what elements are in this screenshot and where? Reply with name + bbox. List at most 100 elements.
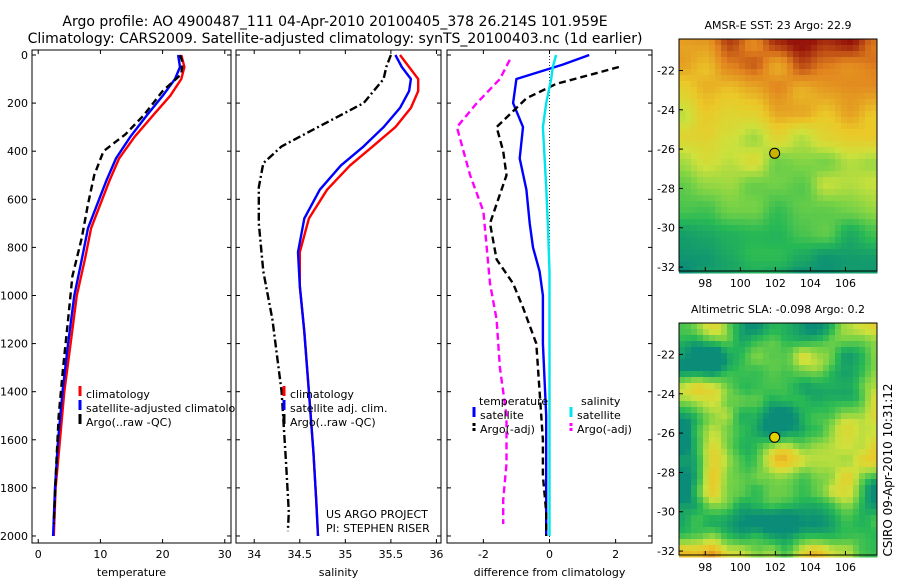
heatmap-cell <box>715 437 722 444</box>
heatmap-cell <box>757 323 764 330</box>
heatmap-cell <box>679 261 686 268</box>
heatmap-cell <box>685 243 692 250</box>
heatmap-cell <box>805 473 812 480</box>
heatmap-cell <box>721 63 728 70</box>
heatmap-cell <box>787 39 794 46</box>
heatmap-cell <box>709 171 716 178</box>
heatmap-cell <box>763 419 770 426</box>
heatmap-cell <box>691 491 698 498</box>
heatmap-cell <box>829 237 836 244</box>
heatmap-cell <box>793 117 800 124</box>
heatmap-cell <box>727 527 734 534</box>
heatmap-cell <box>799 425 806 432</box>
heatmap-cell <box>817 509 824 516</box>
heatmap-cell <box>757 533 764 540</box>
heatmap-cell <box>763 509 770 516</box>
heatmap-cell <box>679 183 686 190</box>
heatmap-cell <box>829 353 836 360</box>
heatmap-cell <box>757 117 764 124</box>
heatmap-cell <box>793 195 800 202</box>
heatmap-cell <box>709 383 716 390</box>
heatmap-cell <box>763 195 770 202</box>
heatmap-cell <box>703 323 710 330</box>
heatmap-cell <box>817 213 824 220</box>
heatmap-cell <box>685 93 692 100</box>
heatmap-cell <box>799 365 806 372</box>
heatmap-cell <box>721 455 728 462</box>
heatmap-cell <box>715 87 722 94</box>
heatmap-cell <box>853 539 860 546</box>
heatmap-cell <box>697 353 704 360</box>
heatmap-cell <box>823 395 830 402</box>
heatmap-cell <box>835 255 842 262</box>
heatmap-cell <box>727 377 734 384</box>
legend-group-title: salinity <box>581 395 621 408</box>
heatmap-cell <box>679 75 686 82</box>
heatmap-cell <box>733 99 740 106</box>
heatmap-cell <box>829 413 836 420</box>
heatmap-cell <box>733 261 740 268</box>
legend-entry: climatology <box>86 388 150 401</box>
heatmap-cell <box>709 225 716 232</box>
heatmap-cell <box>763 455 770 462</box>
heatmap-cell <box>679 159 686 166</box>
heatmap-cell <box>709 177 716 184</box>
heatmap-cell <box>739 545 746 552</box>
heatmap-cell <box>841 45 848 52</box>
heatmap-cell <box>805 377 812 384</box>
heatmap-cell <box>715 255 722 262</box>
heatmap-cell <box>691 509 698 516</box>
heatmap-cell <box>745 105 752 112</box>
heatmap-cell <box>859 413 866 420</box>
heatmap-cell <box>745 473 752 480</box>
heatmap-cell <box>745 171 752 178</box>
heatmap-cell <box>871 225 878 232</box>
heatmap-cell <box>871 111 878 118</box>
heatmap-cell <box>781 473 788 480</box>
heatmap-cell <box>679 485 686 492</box>
heatmap-cell <box>685 75 692 82</box>
heatmap-cell <box>823 165 830 172</box>
heatmap-cell <box>781 389 788 396</box>
heatmap-cell <box>871 195 878 202</box>
heatmap-cell <box>859 431 866 438</box>
heatmap-cell <box>805 449 812 456</box>
heatmap-cell <box>805 105 812 112</box>
heatmap-cell <box>703 177 710 184</box>
heatmap-cell <box>841 177 848 184</box>
heatmap-cell <box>709 467 716 474</box>
heatmap-cell <box>757 491 764 498</box>
heatmap-cell <box>727 401 734 408</box>
heatmap-cell <box>853 183 860 190</box>
heatmap-cell <box>817 159 824 166</box>
heatmap-cell <box>793 395 800 402</box>
heatmap-cell <box>817 473 824 480</box>
heatmap-cell <box>745 255 752 262</box>
heatmap-cell <box>709 485 716 492</box>
heatmap-cell <box>847 419 854 426</box>
heatmap-cell <box>733 195 740 202</box>
heatmap-cell <box>751 243 758 250</box>
heatmap-cell <box>865 359 872 366</box>
heatmap-cell <box>847 413 854 420</box>
heatmap-cell <box>817 201 824 208</box>
heatmap-cell <box>823 467 830 474</box>
heatmap-cell <box>829 389 836 396</box>
heatmap-cell <box>811 135 818 142</box>
heatmap-cell <box>715 129 722 136</box>
heatmap-cell <box>739 153 746 160</box>
heatmap-cell <box>697 335 704 342</box>
heatmap-cell <box>781 153 788 160</box>
heatmap-cell <box>799 255 806 262</box>
heatmap-cell <box>679 419 686 426</box>
heatmap-cell <box>745 491 752 498</box>
heatmap-cell <box>805 395 812 402</box>
heatmap-cell <box>823 231 830 238</box>
heatmap-cell <box>685 81 692 88</box>
heatmap-cell <box>823 341 830 348</box>
heatmap-cell <box>757 383 764 390</box>
heatmap-cell <box>763 521 770 528</box>
heatmap-cell <box>865 213 872 220</box>
heatmap-cell <box>841 335 848 342</box>
heatmap-cell <box>871 177 878 184</box>
